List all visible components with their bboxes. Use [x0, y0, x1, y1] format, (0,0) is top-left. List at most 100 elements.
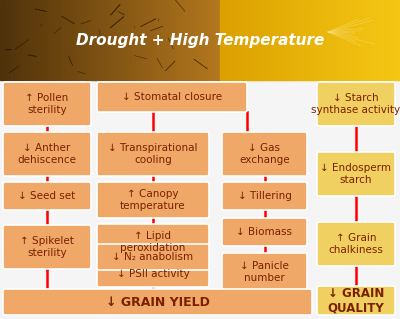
- Text: ↑ Lipid
peroxidation: ↑ Lipid peroxidation: [120, 231, 186, 253]
- Bar: [292, 0, 296, 80]
- Bar: [158, 0, 162, 80]
- Bar: [15, 0, 19, 80]
- Bar: [205, 0, 210, 80]
- Bar: [51, 0, 56, 80]
- Bar: [397, 0, 400, 80]
- Bar: [253, 0, 256, 80]
- Text: ↓ N₂ anabolism: ↓ N₂ anabolism: [112, 252, 194, 262]
- Bar: [92, 0, 96, 80]
- Bar: [238, 0, 242, 80]
- Bar: [132, 0, 136, 80]
- Bar: [194, 0, 198, 80]
- Bar: [59, 0, 63, 80]
- Bar: [183, 0, 188, 80]
- Text: ↑ Pollen
sterility: ↑ Pollen sterility: [25, 93, 69, 115]
- Text: ↓ PSII activity: ↓ PSII activity: [117, 269, 189, 279]
- FancyBboxPatch shape: [222, 132, 307, 176]
- Bar: [55, 0, 59, 80]
- Bar: [382, 0, 386, 80]
- Bar: [150, 0, 154, 80]
- Bar: [70, 0, 74, 80]
- Text: ↓ Tillering: ↓ Tillering: [238, 191, 292, 201]
- Text: ↓ Gas
exchange: ↓ Gas exchange: [239, 144, 290, 165]
- Text: ↓ GRAIN
QUALITY: ↓ GRAIN QUALITY: [328, 287, 384, 314]
- Text: ↑ Canopy
temperature: ↑ Canopy temperature: [120, 189, 186, 211]
- Bar: [121, 0, 125, 80]
- Bar: [316, 0, 320, 80]
- Text: ↑ Spikelet
sterility: ↑ Spikelet sterility: [20, 236, 74, 258]
- Bar: [262, 0, 266, 80]
- Bar: [364, 0, 368, 80]
- Bar: [88, 0, 92, 80]
- Bar: [220, 0, 224, 80]
- FancyBboxPatch shape: [317, 152, 395, 196]
- Bar: [180, 0, 184, 80]
- FancyBboxPatch shape: [97, 261, 209, 287]
- FancyBboxPatch shape: [97, 132, 209, 176]
- Bar: [298, 0, 302, 80]
- Bar: [310, 0, 314, 80]
- Bar: [235, 0, 238, 80]
- Bar: [250, 0, 254, 80]
- Bar: [110, 0, 114, 80]
- Bar: [355, 0, 358, 80]
- Bar: [187, 0, 191, 80]
- Bar: [77, 0, 81, 80]
- Bar: [331, 0, 334, 80]
- Bar: [136, 0, 140, 80]
- Bar: [370, 0, 374, 80]
- Bar: [81, 0, 85, 80]
- Bar: [340, 0, 344, 80]
- Bar: [328, 0, 332, 80]
- Bar: [385, 0, 388, 80]
- Bar: [18, 0, 22, 80]
- Bar: [143, 0, 147, 80]
- Bar: [139, 0, 144, 80]
- Bar: [66, 0, 70, 80]
- Text: ↓ Biomass: ↓ Biomass: [236, 227, 292, 237]
- Text: Drought + High Temperature: Drought + High Temperature: [76, 33, 324, 48]
- Bar: [44, 0, 48, 80]
- FancyBboxPatch shape: [222, 182, 307, 210]
- Bar: [73, 0, 78, 80]
- Bar: [379, 0, 382, 80]
- Bar: [213, 0, 217, 80]
- Bar: [165, 0, 169, 80]
- Bar: [22, 0, 26, 80]
- Bar: [216, 0, 220, 80]
- Bar: [319, 0, 322, 80]
- Bar: [128, 0, 132, 80]
- Text: ↓ Starch
synthase activity: ↓ Starch synthase activity: [312, 93, 400, 115]
- Bar: [172, 0, 176, 80]
- Bar: [169, 0, 173, 80]
- Bar: [226, 0, 230, 80]
- FancyBboxPatch shape: [97, 182, 209, 218]
- Bar: [277, 0, 280, 80]
- Text: ↓ Anther
dehiscence: ↓ Anther dehiscence: [18, 144, 76, 165]
- Bar: [99, 0, 103, 80]
- Bar: [7, 0, 12, 80]
- Bar: [325, 0, 328, 80]
- Bar: [265, 0, 268, 80]
- Text: ↓ GRAIN YIELD: ↓ GRAIN YIELD: [106, 295, 210, 308]
- Bar: [376, 0, 380, 80]
- FancyBboxPatch shape: [3, 289, 312, 315]
- Bar: [271, 0, 274, 80]
- Bar: [307, 0, 310, 80]
- Bar: [161, 0, 166, 80]
- Bar: [209, 0, 213, 80]
- Bar: [176, 0, 180, 80]
- Bar: [147, 0, 151, 80]
- Text: ↓ Transpirational
cooling: ↓ Transpirational cooling: [108, 144, 198, 165]
- Bar: [334, 0, 338, 80]
- Bar: [322, 0, 326, 80]
- FancyBboxPatch shape: [317, 286, 395, 315]
- Bar: [241, 0, 244, 80]
- Bar: [33, 0, 37, 80]
- Bar: [198, 0, 202, 80]
- Bar: [346, 0, 350, 80]
- Bar: [349, 0, 352, 80]
- Text: ↓ Panicle
number: ↓ Panicle number: [240, 261, 289, 283]
- FancyBboxPatch shape: [97, 82, 247, 112]
- Bar: [191, 0, 195, 80]
